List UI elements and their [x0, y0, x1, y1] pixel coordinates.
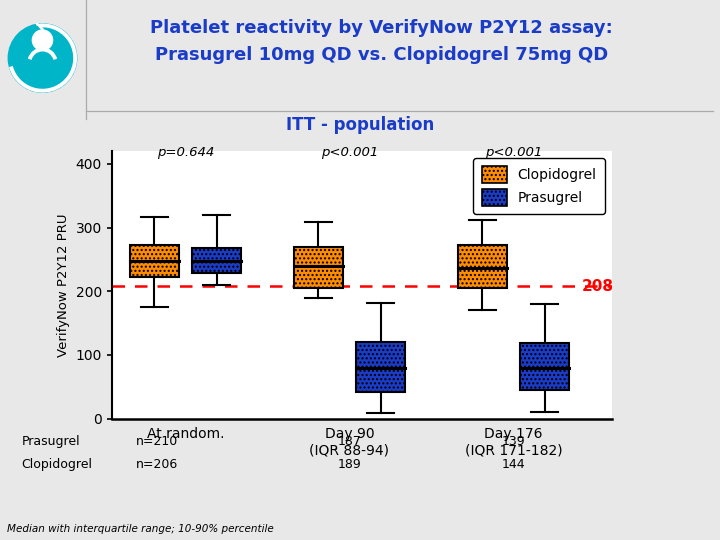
Bar	[458, 245, 507, 288]
Text: Prasugrel 10mg QD vs. Clopidogrel 75mg QD: Prasugrel 10mg QD vs. Clopidogrel 75mg Q…	[155, 46, 608, 64]
Text: 144: 144	[502, 458, 526, 471]
Text: p<0.001: p<0.001	[321, 146, 378, 159]
Circle shape	[32, 30, 53, 50]
Legend: Clopidogrel, Prasugrel: Clopidogrel, Prasugrel	[473, 158, 605, 214]
Text: Clopidogrel: Clopidogrel	[22, 458, 93, 471]
Text: Median with interquartile range; 10-90% percentile: Median with interquartile range; 10-90% …	[7, 523, 274, 534]
Bar	[294, 247, 343, 288]
Bar	[520, 343, 570, 390]
Text: 208: 208	[582, 279, 613, 294]
Text: Prasugrel: Prasugrel	[22, 435, 80, 448]
Text: n=210: n=210	[135, 435, 178, 448]
Text: p<0.001: p<0.001	[485, 146, 542, 159]
Circle shape	[8, 24, 77, 92]
Bar	[130, 245, 179, 277]
Text: p=0.644: p=0.644	[157, 146, 214, 159]
Text: ITT - population: ITT - population	[286, 116, 434, 134]
Text: 189: 189	[338, 458, 361, 471]
Text: 139: 139	[502, 435, 526, 448]
Text: n=206: n=206	[135, 458, 178, 471]
Text: Platelet reactivity by VerifyNow P2Y12 assay:: Platelet reactivity by VerifyNow P2Y12 a…	[150, 19, 613, 37]
Bar	[356, 342, 405, 392]
Text: 187: 187	[338, 435, 361, 448]
Y-axis label: VerifyNow P2Y12 PRU: VerifyNow P2Y12 PRU	[57, 213, 70, 356]
Bar	[192, 248, 241, 273]
